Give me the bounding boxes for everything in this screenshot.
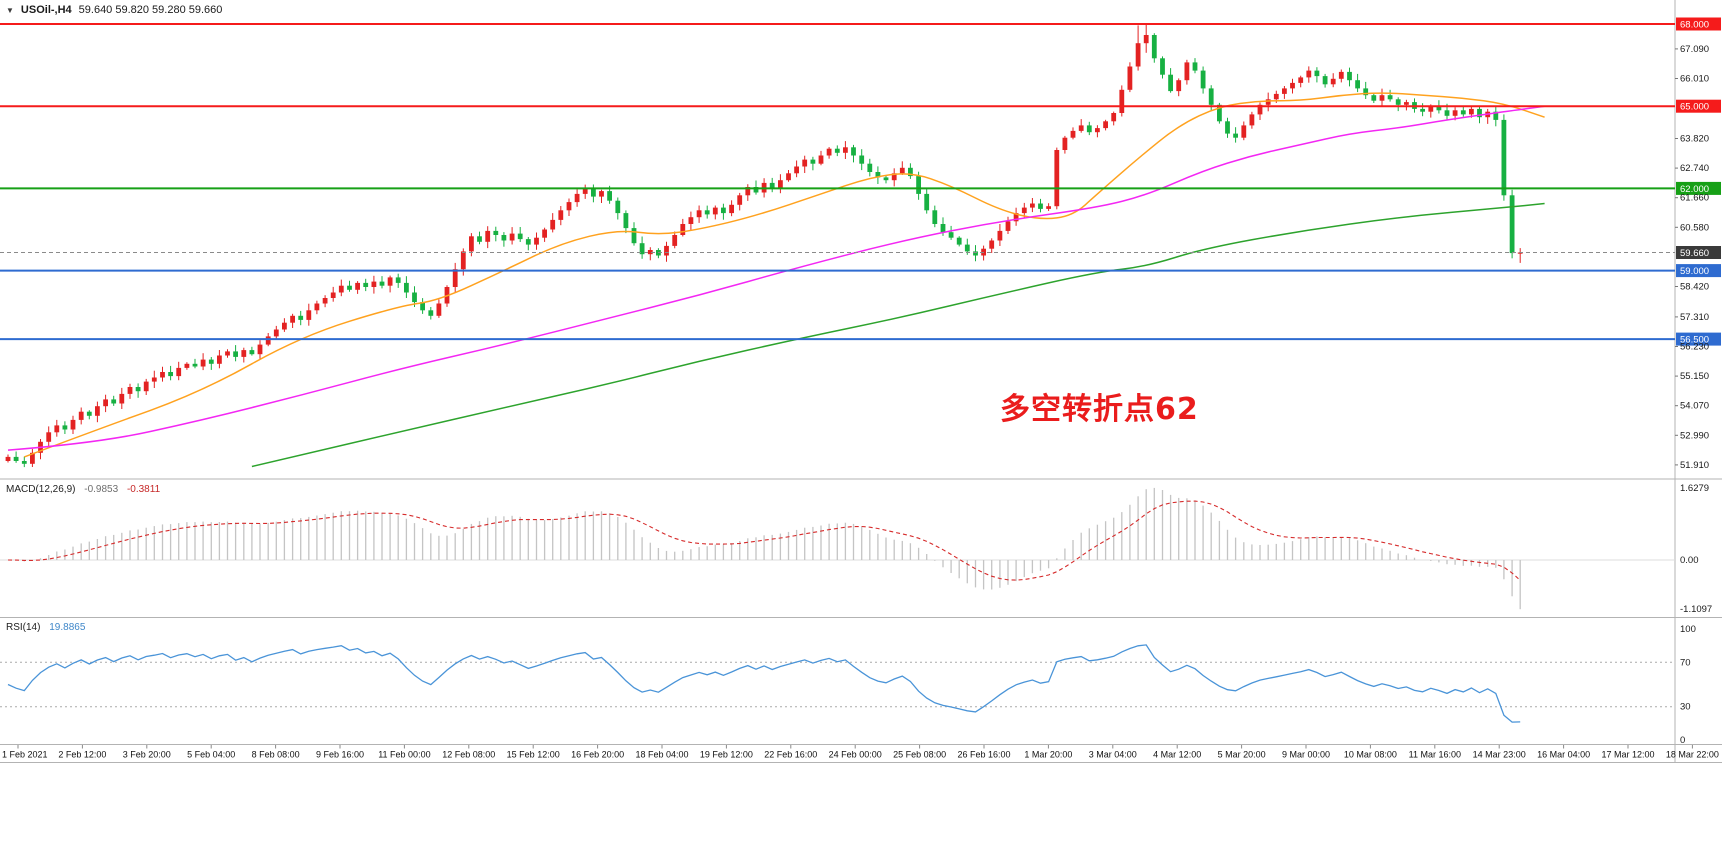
svg-text:5 Feb 04:00: 5 Feb 04:00 <box>187 750 235 760</box>
price-tag: 56.500 <box>1676 332 1721 346</box>
svg-text:12 Feb 08:00: 12 Feb 08:00 <box>442 750 495 760</box>
svg-text:8 Feb 08:00: 8 Feb 08:00 <box>252 750 300 760</box>
svg-text:19 Feb 12:00: 19 Feb 12:00 <box>700 750 753 760</box>
svg-text:57.310: 57.310 <box>1680 312 1709 323</box>
svg-text:3 Mar 04:00: 3 Mar 04:00 <box>1089 750 1137 760</box>
svg-text:68.000: 68.000 <box>1680 20 1709 31</box>
chart-header: ▼ USOil-,H4 59.640 59.820 59.280 59.660 <box>6 4 222 16</box>
svg-text:100: 100 <box>1680 624 1696 635</box>
svg-text:55.150: 55.150 <box>1680 371 1709 382</box>
chart-canvas[interactable]: 68.00065.00062.00059.00056.50059.66067.0… <box>0 0 1722 763</box>
svg-text:63.820: 63.820 <box>1680 134 1709 145</box>
svg-text:25 Feb 08:00: 25 Feb 08:00 <box>893 750 946 760</box>
price-axis-labels[interactable]: 67.090 66.010 63.820 62.740 61.660 60.580 58.4… <box>1675 44 1709 471</box>
chart-annotation-text: 多空转折点62 <box>1000 392 1199 427</box>
svg-text:59.000: 59.000 <box>1680 266 1709 277</box>
svg-text:65.000: 65.000 <box>1680 102 1709 113</box>
svg-text:16 Feb 20:00: 16 Feb 20:00 <box>571 750 624 760</box>
svg-text:9 Mar 00:00: 9 Mar 00:00 <box>1282 750 1330 760</box>
svg-text:1.6279: 1.6279 <box>1680 483 1709 494</box>
svg-text:52.990: 52.990 <box>1680 430 1709 441</box>
rsi-axis-labels[interactable]: 100 70 30 0 <box>1680 624 1696 746</box>
svg-text:11 Mar 16:00: 11 Mar 16:00 <box>1409 750 1461 760</box>
svg-text:59.660: 59.660 <box>1680 248 1709 259</box>
svg-text:5 Mar 20:00: 5 Mar 20:00 <box>1218 750 1266 760</box>
chevron-down-icon[interactable]: ▼ <box>6 5 14 15</box>
svg-text:18 Feb 04:00: 18 Feb 04:00 <box>635 750 688 760</box>
macd-indicator-label: MACD(12,26,9) -0.9853 -0.3811 <box>6 484 160 495</box>
svg-text:18 Mar 22:00: 18 Mar 22:00 <box>1666 750 1719 760</box>
ma-fast-orange <box>24 92 1545 458</box>
candlesticks <box>5 24 1523 468</box>
svg-text:70: 70 <box>1680 657 1691 668</box>
svg-text:62.000: 62.000 <box>1680 184 1709 195</box>
svg-text:30: 30 <box>1680 702 1691 713</box>
rsi-value: 19.8865 <box>49 622 86 633</box>
price-tag: 59.000 <box>1676 264 1721 278</box>
ohlc-values: 59.640 59.820 59.280 59.660 <box>78 4 223 16</box>
svg-text:60.580: 60.580 <box>1680 222 1709 233</box>
svg-text:67.090: 67.090 <box>1680 44 1709 55</box>
svg-text:11 Feb 00:00: 11 Feb 00:00 <box>378 750 430 760</box>
macd-main-value: -0.9853 <box>84 484 119 495</box>
time-axis[interactable]: 1 Feb 2021 2 Feb 12:00 3 Feb 20:00 5 Feb 04… <box>2 745 1719 760</box>
svg-text:2 Feb 12:00: 2 Feb 12:00 <box>58 750 106 760</box>
macd-signal-value: -0.3811 <box>126 484 161 495</box>
macd-axis-labels[interactable]: 1.6279 0.00 -1.1097 <box>1680 483 1712 615</box>
svg-text:1 Mar 20:00: 1 Mar 20:00 <box>1024 750 1072 760</box>
svg-text:9 Feb 16:00: 9 Feb 16:00 <box>316 750 364 760</box>
rsi-indicator-label: RSI(14) 19.8865 <box>6 622 85 633</box>
svg-text:1 Feb 2021: 1 Feb 2021 <box>2 750 48 760</box>
price-tag: 62.000 <box>1676 181 1721 195</box>
rsi-line <box>7 644 1521 723</box>
svg-text:3 Feb 20:00: 3 Feb 20:00 <box>123 750 171 760</box>
price-tag: 65.000 <box>1676 99 1721 113</box>
svg-text:62.740: 62.740 <box>1680 163 1709 174</box>
svg-text:10 Mar 08:00: 10 Mar 08:00 <box>1344 750 1397 760</box>
macd-signal-line <box>7 500 1521 581</box>
svg-text:0.00: 0.00 <box>1680 555 1699 566</box>
ma-slow-green <box>251 202 1545 468</box>
svg-text:61.660: 61.660 <box>1680 193 1709 204</box>
svg-text:15 Feb 12:00: 15 Feb 12:00 <box>507 750 560 760</box>
macd-title: MACD(12,26,9) <box>6 484 76 495</box>
ma-mid-magenta <box>7 105 1545 451</box>
symbol-timeframe-label: USOil-,H4 <box>20 4 72 16</box>
svg-text:24 Feb 00:00: 24 Feb 00:00 <box>829 750 882 760</box>
svg-text:56.500: 56.500 <box>1680 335 1709 346</box>
svg-text:51.910: 51.910 <box>1680 460 1709 471</box>
svg-text:-1.1097: -1.1097 <box>1680 604 1712 615</box>
price-tag: 59.660 <box>1676 246 1721 259</box>
svg-text:16 Mar 04:00: 16 Mar 04:00 <box>1537 750 1590 760</box>
svg-text:14 Mar 23:00: 14 Mar 23:00 <box>1473 750 1526 760</box>
svg-text:54.070: 54.070 <box>1680 401 1709 412</box>
rsi-title: RSI(14) <box>6 622 41 633</box>
svg-text:17 Mar 12:00: 17 Mar 12:00 <box>1601 750 1654 760</box>
macd-histogram <box>15 487 1521 610</box>
svg-text:0: 0 <box>1680 735 1685 746</box>
svg-text:56.230: 56.230 <box>1680 342 1709 353</box>
svg-text:66.010: 66.010 <box>1680 74 1709 85</box>
svg-text:22 Feb 16:00: 22 Feb 16:00 <box>764 750 817 760</box>
price-tag: 68.000 <box>1676 17 1721 31</box>
svg-text:58.420: 58.420 <box>1680 282 1709 293</box>
svg-text:26 Feb 16:00: 26 Feb 16:00 <box>957 750 1010 760</box>
svg-text:4 Mar 12:00: 4 Mar 12:00 <box>1153 750 1201 760</box>
